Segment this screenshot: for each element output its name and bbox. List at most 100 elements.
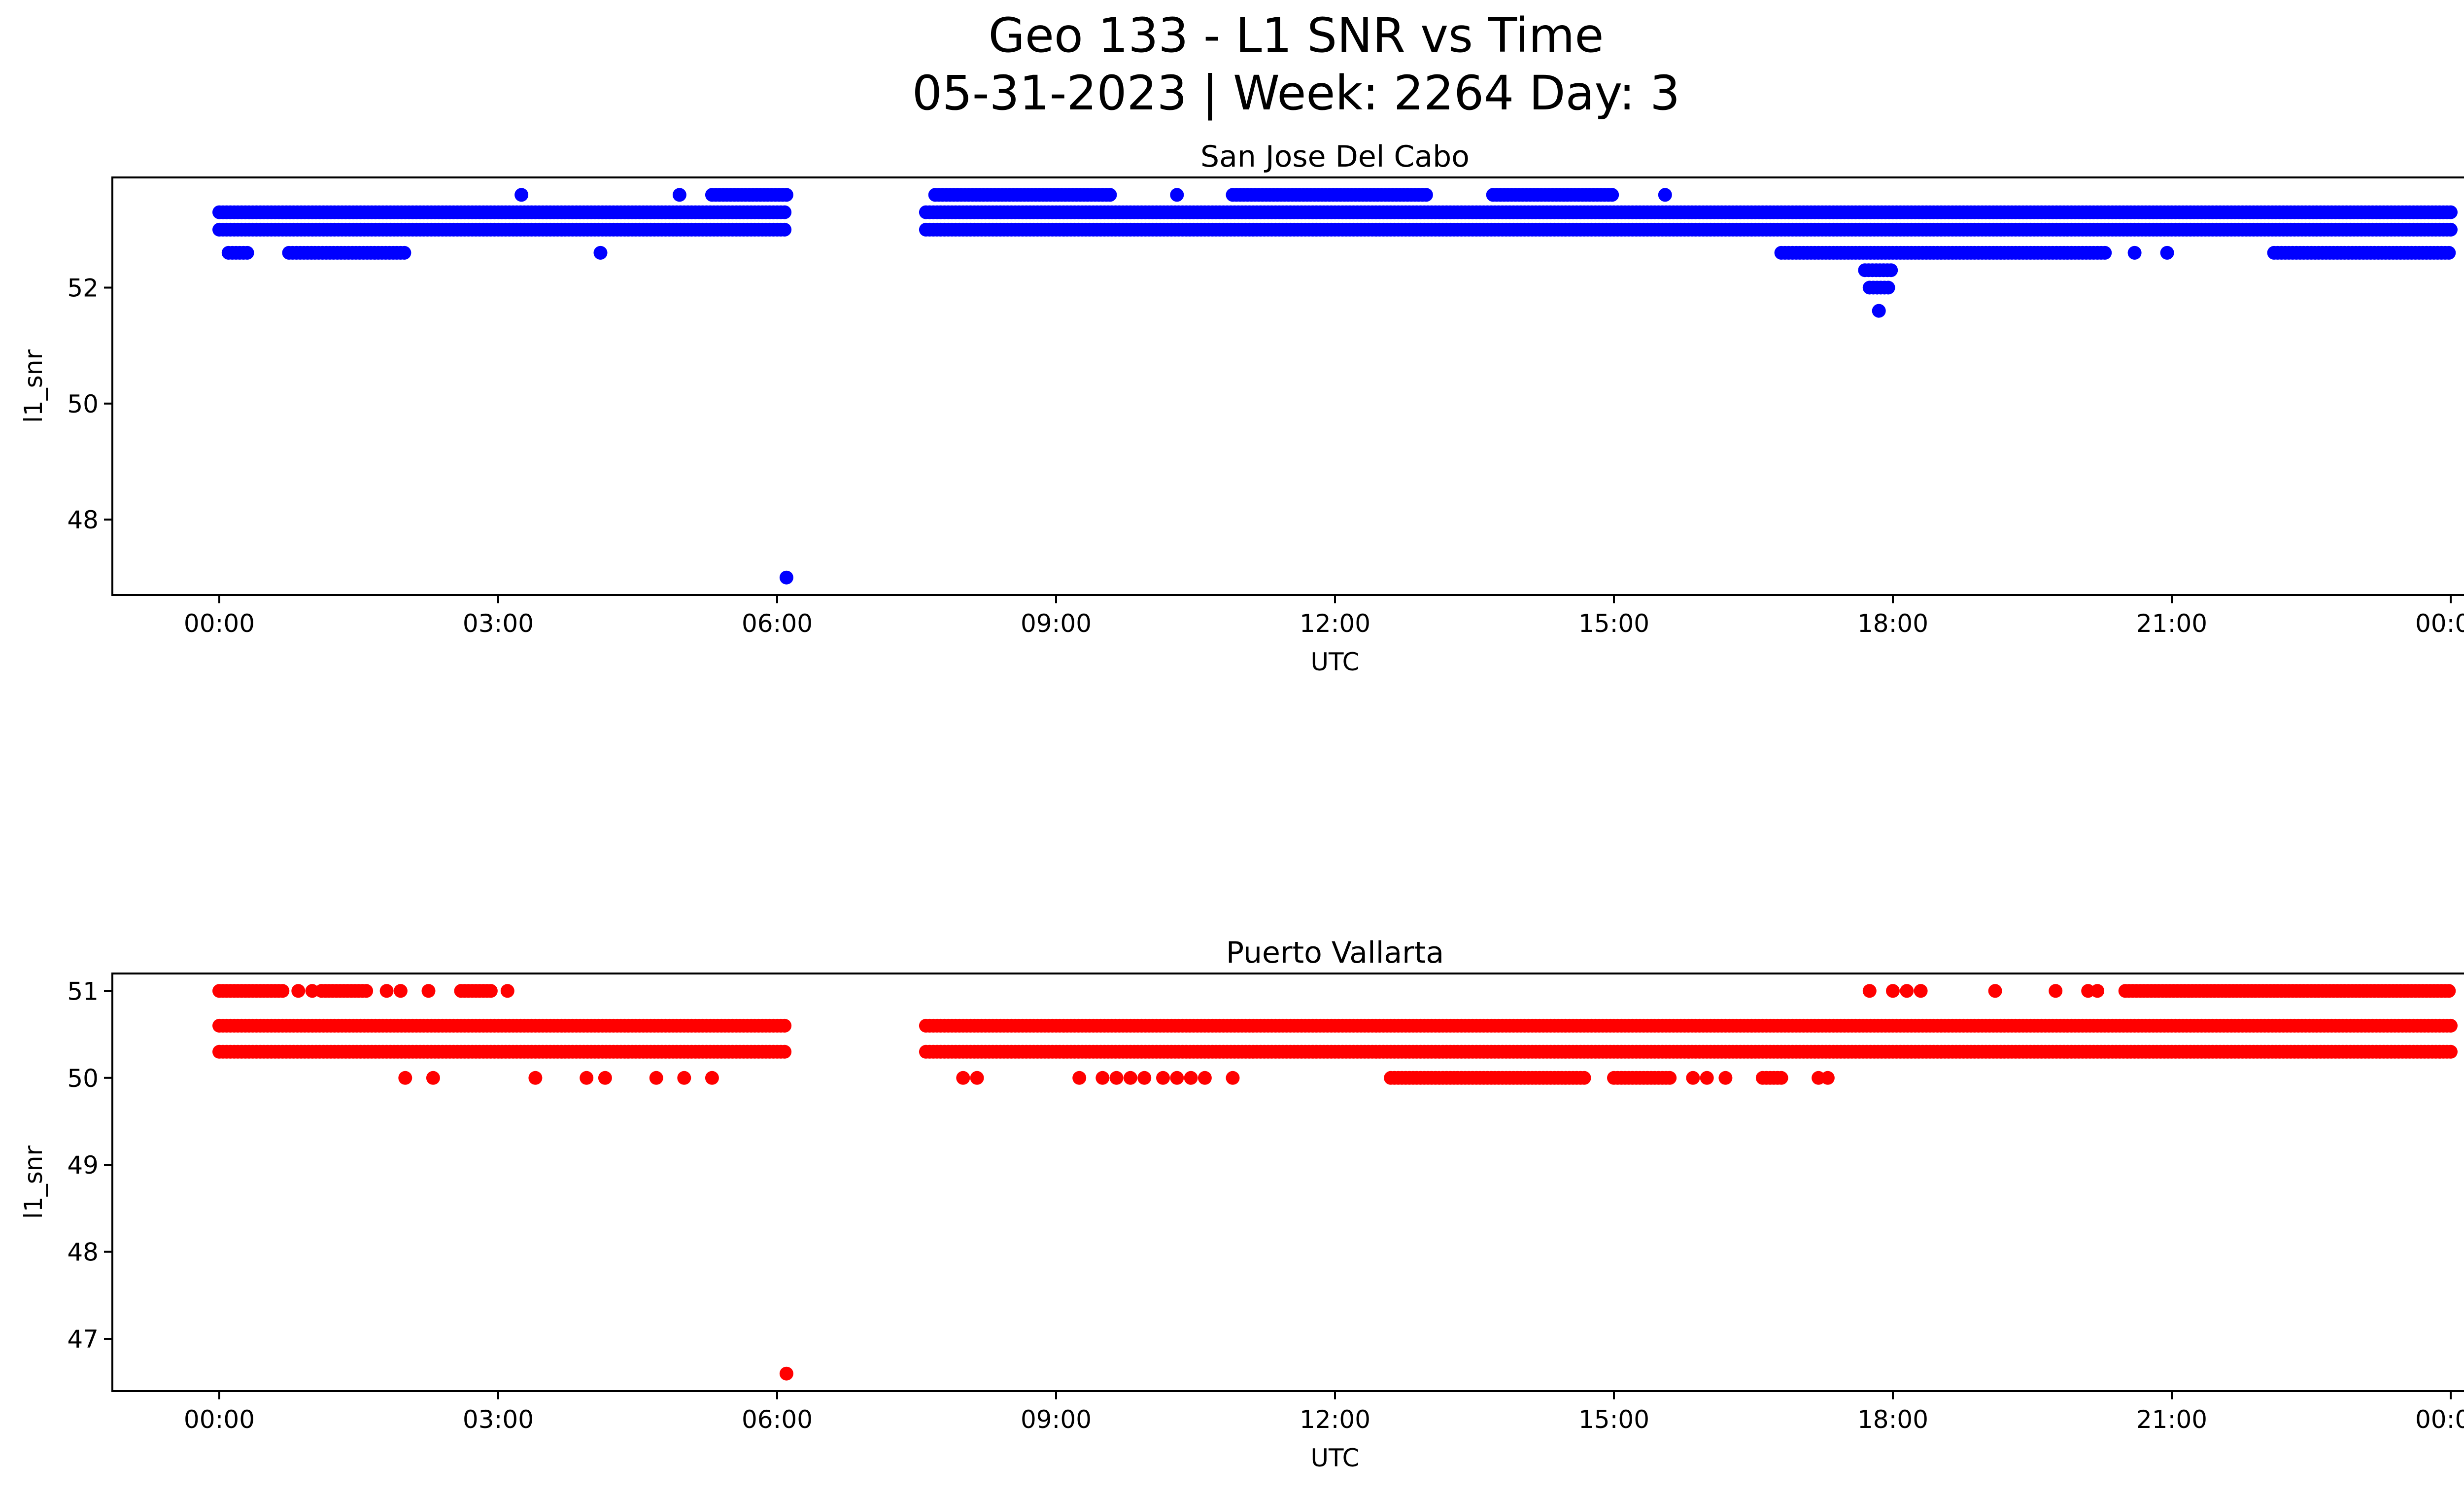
data-point bbox=[1156, 1071, 1170, 1085]
data-point bbox=[2160, 245, 2174, 260]
x-tick-label: 00:00 bbox=[184, 609, 255, 638]
y-tick-label: 52 bbox=[67, 274, 99, 303]
y-axis-label: l1_snr bbox=[19, 1146, 48, 1219]
data-point bbox=[421, 984, 436, 998]
data-point bbox=[528, 1071, 543, 1085]
x-tick-label: 06:00 bbox=[742, 1405, 813, 1434]
data-point bbox=[598, 1071, 612, 1085]
figure-title-line2: 05-31-2023 | Week: 2264 Day: 3 bbox=[912, 66, 1680, 121]
data-point bbox=[778, 205, 792, 219]
data-point bbox=[1884, 263, 1898, 278]
data-point bbox=[1663, 1071, 1677, 1085]
x-tick-label: 00:00 bbox=[2415, 1405, 2464, 1434]
data-point bbox=[677, 1071, 691, 1085]
x-tick-label: 06:00 bbox=[742, 609, 813, 638]
x-tick-label: 15:00 bbox=[1578, 1405, 1649, 1434]
x-axis-label: UTC bbox=[1310, 648, 1359, 676]
data-point bbox=[779, 188, 793, 202]
data-point bbox=[1914, 984, 1928, 998]
data-point bbox=[778, 1018, 792, 1033]
data-point bbox=[779, 570, 793, 585]
data-point bbox=[1072, 1071, 1087, 1085]
data-point bbox=[2444, 1044, 2458, 1059]
scatter-panel-san-jose-del-cabo: San Jose Del Cabo UTC l1_snr 00:00 03:00 0… bbox=[19, 139, 2464, 676]
data-point bbox=[2442, 245, 2456, 260]
x-tick-label: 03:00 bbox=[463, 1405, 534, 1434]
data-point bbox=[275, 984, 290, 998]
panel-title: San Jose Del Cabo bbox=[1200, 139, 1470, 174]
data-point bbox=[970, 1071, 984, 1085]
data-point bbox=[1900, 984, 1914, 998]
y-tick-label: 49 bbox=[67, 1151, 99, 1180]
data-point bbox=[1872, 304, 1886, 318]
data-point bbox=[672, 188, 686, 202]
data-point bbox=[240, 245, 254, 260]
y-axis-label: l1_snr bbox=[19, 349, 48, 423]
data-point bbox=[2444, 1018, 2458, 1033]
data-points bbox=[212, 984, 2458, 1381]
data-point bbox=[2127, 245, 2142, 260]
data-point bbox=[1226, 1071, 1240, 1085]
data-point bbox=[514, 188, 529, 202]
data-point bbox=[2444, 205, 2458, 219]
data-point bbox=[1862, 984, 1877, 998]
data-point bbox=[778, 222, 792, 237]
data-point bbox=[426, 1071, 440, 1085]
y-tick-label: 50 bbox=[67, 1064, 99, 1093]
x-tick-label: 12:00 bbox=[1300, 1405, 1370, 1434]
x-tick-label: 12:00 bbox=[1300, 609, 1370, 638]
data-point bbox=[1658, 188, 1672, 202]
data-point bbox=[1184, 1071, 1198, 1085]
y-tick-label: 47 bbox=[67, 1325, 99, 1354]
data-point bbox=[1577, 1071, 1591, 1085]
x-tick-label: 18:00 bbox=[1857, 609, 1928, 638]
data-point bbox=[779, 1366, 793, 1381]
data-point bbox=[1881, 280, 1895, 295]
data-point bbox=[1198, 1071, 1212, 1085]
scatter-panel-puerto-vallarta: Puerto Vallarta UTC l1_snr 00:00 03:00 06:… bbox=[19, 936, 2464, 1472]
data-point bbox=[1103, 188, 1117, 202]
y-tick-label: 48 bbox=[67, 1238, 99, 1267]
data-point bbox=[500, 984, 514, 998]
x-tick-label: 00:00 bbox=[184, 1405, 255, 1434]
data-point bbox=[649, 1071, 663, 1085]
data-point bbox=[1170, 1071, 1184, 1085]
data-point bbox=[1123, 1071, 1137, 1085]
data-point bbox=[593, 245, 608, 260]
data-point bbox=[1820, 1071, 1835, 1085]
x-tick-label: 09:00 bbox=[1021, 1405, 1092, 1434]
data-point bbox=[305, 984, 319, 998]
data-point bbox=[379, 984, 394, 998]
data-point bbox=[2442, 984, 2456, 998]
data-point bbox=[1774, 1071, 1788, 1085]
data-point bbox=[1886, 984, 1900, 998]
x-tick-label: 21:00 bbox=[2136, 609, 2207, 638]
figure-title-line1: Geo 133 - L1 SNR vs Time bbox=[989, 8, 1604, 63]
data-point bbox=[580, 1071, 594, 1085]
x-tick-label: 18:00 bbox=[1857, 1405, 1928, 1434]
data-point bbox=[1109, 1071, 1124, 1085]
data-point bbox=[1095, 1071, 1110, 1085]
data-point bbox=[483, 984, 498, 998]
x-axis-label: UTC bbox=[1310, 1444, 1359, 1472]
data-point bbox=[956, 1071, 970, 1085]
data-point bbox=[291, 984, 306, 998]
data-point bbox=[359, 984, 374, 998]
data-point bbox=[2049, 984, 2063, 998]
data-points bbox=[212, 188, 2458, 585]
data-point bbox=[705, 1071, 719, 1085]
x-tick-label: 00:00 bbox=[2415, 609, 2464, 638]
data-point bbox=[1718, 1071, 1733, 1085]
data-point bbox=[1137, 1071, 1152, 1085]
data-point bbox=[2444, 222, 2458, 237]
data-point bbox=[398, 1071, 412, 1085]
x-tick-label: 21:00 bbox=[2136, 1405, 2207, 1434]
y-tick-label: 48 bbox=[67, 506, 99, 534]
data-point bbox=[778, 1044, 792, 1059]
x-tick-label: 09:00 bbox=[1021, 609, 1092, 638]
x-tick-label: 03:00 bbox=[463, 609, 534, 638]
panel-title: Puerto Vallarta bbox=[1226, 936, 1444, 970]
data-point bbox=[1988, 984, 2002, 998]
data-point bbox=[393, 984, 408, 998]
